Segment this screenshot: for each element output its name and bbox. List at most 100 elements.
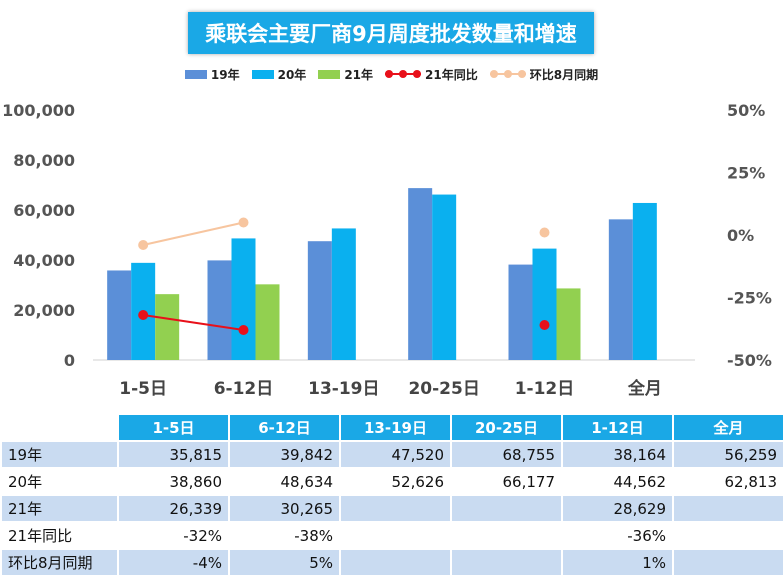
table-cell: 52,626 [339, 467, 452, 496]
table-cell: 26,339 [117, 494, 230, 523]
y-left-tick-label: 0 [64, 351, 75, 370]
table-column-header: 20-25日 [450, 413, 563, 442]
bar-20年-1-12日 [532, 248, 557, 360]
point-环比8月同期-1-5日 [138, 240, 149, 250]
table-cell: 38,860 [117, 467, 230, 496]
chart-title: 乘联会主要厂商9月周度批发数量和增速 [188, 12, 594, 54]
table-cell [672, 494, 783, 523]
table-column-header: 13-19日 [339, 413, 452, 442]
table-cell: -32% [117, 521, 230, 550]
table-corner [0, 413, 119, 442]
data-table: 1-5日 6-12日 13-19日 20-25日 1-12日 全月 19年 35,815 39,… [0, 413, 783, 577]
table-row: 21年同比 -32% -38% -36% [0, 521, 783, 550]
line-segment-21年同比 [143, 314, 244, 331]
point-21年同比-1-12日 [539, 320, 550, 330]
bar-19年-6-12日 [207, 260, 232, 360]
x-tick-label: 13-19日 [308, 379, 379, 399]
legend-item: 21年同比 [385, 64, 478, 84]
y-right-tick-label: 25% [727, 164, 765, 183]
legend-label: 21年 [344, 67, 374, 82]
point-21年同比-6-12日 [238, 325, 249, 335]
table-cell: 47,520 [339, 440, 452, 469]
table-cell: 56,259 [672, 440, 783, 469]
table-column-header: 6-12日 [228, 413, 341, 442]
point-环比8月同期-1-12日 [539, 227, 550, 238]
table-cell: 62,813 [672, 467, 783, 496]
table-row-label: 21年 [0, 494, 119, 523]
legend-label: 环比8月同期 [529, 67, 599, 82]
table-cell: 28,629 [561, 494, 674, 523]
table-cell: -4% [117, 548, 230, 577]
legend-label: 21年同比 [425, 67, 478, 82]
table-row-label: 19年 [0, 440, 119, 469]
table-cell [339, 494, 452, 523]
line-segment-环比8月同期 [142, 221, 244, 246]
legend-item: 20年 [251, 64, 307, 84]
y-right-tick-label: 50% [727, 101, 765, 120]
point-环比8月同期-6-12日 [238, 217, 249, 228]
table-row-label: 20年 [0, 467, 119, 496]
y-right-tick-label: -50% [727, 351, 772, 370]
table-cell [450, 494, 563, 523]
y-left-tick-label: 40,000 [13, 251, 75, 270]
table-cell: 66,177 [450, 467, 563, 496]
table-cell [339, 521, 452, 550]
bar-20年-全月 [632, 202, 657, 360]
table-row: 环比8月同期 -4% 5% 1% [0, 548, 783, 577]
combo-chart: 0 20,000 40,000 60,000 80,000 100,000 -50% -25%… [2, 101, 772, 399]
x-tick-label: 全月 [627, 378, 662, 399]
table-cell [672, 548, 783, 577]
table-column-header: 1-5日 [117, 413, 230, 442]
x-tick-label: 1-5日 [119, 379, 167, 399]
legend-line-swatch [385, 69, 422, 79]
y-left-tick-label: 100,000 [2, 101, 75, 120]
table-cell [672, 521, 783, 550]
table-cell: 68,755 [450, 440, 563, 469]
bar-19年-1-5日 [107, 270, 132, 360]
table-cell: 35,815 [117, 440, 230, 469]
bar-19年-13-19日 [307, 241, 332, 360]
y-left-tick-label: 80,000 [13, 151, 75, 170]
bar-21年-1-12日 [556, 288, 581, 360]
table-cell: 5% [228, 548, 341, 577]
legend-item: 21年 [318, 64, 373, 84]
legend-swatch [251, 69, 274, 79]
bar-21年-1-5日 [155, 294, 180, 360]
table-header-row: 1-5日 6-12日 13-19日 20-25日 1-12日 全月 [0, 413, 783, 442]
bar-20年-6-12日 [231, 238, 256, 360]
legend-label: 20年 [277, 67, 307, 82]
table-cell [339, 548, 452, 577]
table-row-label: 21年同比 [0, 521, 119, 550]
table-column-header: 全月 [672, 413, 783, 442]
legend-line-swatch [489, 69, 526, 79]
table-cell [450, 548, 563, 577]
legend-label: 19年 [210, 67, 240, 82]
y-right-tick-label: -25% [727, 289, 772, 308]
x-tick-label: 6-12日 [214, 379, 274, 399]
table-cell: 39,842 [228, 440, 341, 469]
table-column-header: 1-12日 [561, 413, 674, 442]
bar-19年-20-25日 [408, 188, 433, 360]
legend-item: 19年 [184, 64, 240, 84]
legend-swatch [184, 69, 207, 79]
table-row: 19年 35,815 39,842 47,520 68,755 38,164 56,259 [0, 440, 783, 469]
bar-21年-6-12日 [255, 284, 280, 360]
table-cell: 44,562 [561, 467, 674, 496]
table-cell: 38,164 [561, 440, 674, 469]
table-row: 20年 38,860 48,634 52,626 66,177 44,562 62,813 [0, 467, 783, 496]
table-cell: 30,265 [228, 494, 341, 523]
y-left-tick-label: 60,000 [13, 201, 75, 220]
bar-19年-全月 [608, 219, 633, 360]
bar-19年-1-12日 [508, 264, 533, 360]
legend-item: 环比8月同期 [489, 64, 599, 84]
x-tick-label: 1-12日 [515, 379, 575, 399]
y-right-tick-label: 0% [727, 226, 754, 245]
legend-swatch [318, 69, 341, 79]
bar-20年-13-19日 [331, 228, 356, 360]
chart-legend: 19年 20年 21年 21年同比 环比8月同期 [0, 64, 783, 84]
table-row: 21年 26,339 30,265 28,629 [0, 494, 783, 523]
table-cell [450, 521, 563, 550]
table-cell: -36% [561, 521, 674, 550]
table-row-label: 环比8月同期 [0, 548, 119, 577]
x-tick-label: 20-25日 [408, 379, 479, 399]
